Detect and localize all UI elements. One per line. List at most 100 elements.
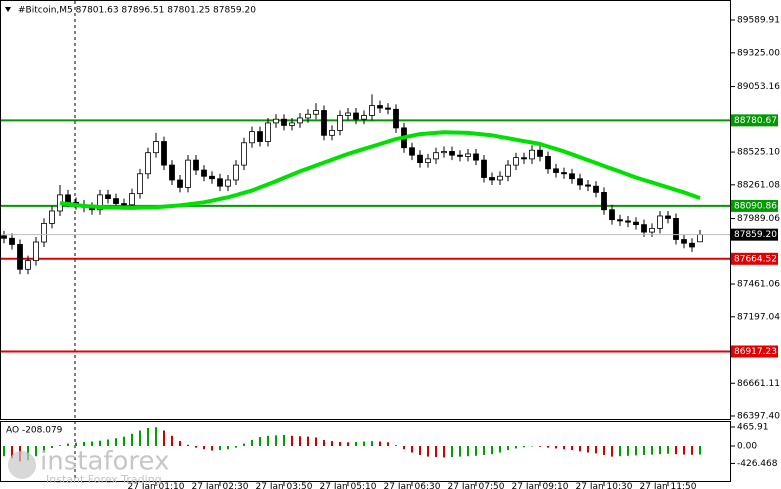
ao-bar [259, 437, 261, 446]
candle-body [25, 260, 31, 270]
ao-bar [179, 441, 181, 446]
ao-bar [163, 430, 165, 446]
candle-body [561, 172, 567, 175]
ao-bar [691, 446, 693, 455]
candle-body [129, 193, 135, 206]
ao-bar [155, 427, 157, 446]
x-tick-label: 27 Jan 11:50 [640, 482, 697, 489]
ao-bar [411, 446, 413, 453]
ao-bar [675, 446, 677, 455]
candle-body [97, 194, 103, 211]
ao-bar [35, 446, 37, 457]
ao-bar [331, 441, 333, 446]
level-tag-label: 86917.23 [734, 347, 777, 357]
level-tag-label: 87664.52 [734, 254, 777, 264]
x-tick-label: 27 Jan 03:50 [256, 482, 313, 489]
candle-body [137, 173, 143, 195]
ao-bar [555, 446, 557, 449]
candle-body [257, 131, 263, 142]
candle-body [273, 118, 279, 124]
candle-body [41, 222, 47, 243]
ao-bar [11, 446, 13, 459]
ao-bar [451, 446, 453, 458]
y-tick-label: 87989.06 [737, 214, 780, 224]
candle-body [673, 218, 679, 240]
title-arrow [5, 7, 11, 12]
ao-bar [83, 441, 85, 446]
ao-bar [227, 446, 229, 450]
candle-body [689, 242, 695, 248]
candle-body [665, 215, 671, 219]
y-tick-label: 88525.10 [737, 148, 780, 158]
moving-average [59, 130, 701, 210]
candle-body [209, 175, 215, 180]
y-tick-label: 89589.91 [737, 15, 780, 25]
candle-body [409, 147, 415, 156]
ao-bar [51, 446, 53, 449]
ao-bar [427, 446, 429, 457]
candle-body [385, 107, 391, 110]
candle-body [521, 157, 527, 160]
watermark: instaforex [40, 447, 169, 477]
candle-body [425, 158, 431, 164]
level-tag [731, 199, 778, 212]
y-tick-label: 88261.08 [737, 180, 780, 190]
ao-bar [139, 430, 141, 446]
ao-bar [419, 446, 421, 455]
ao-bar [3, 446, 5, 457]
ao-bar [491, 446, 493, 455]
level-tag [731, 114, 778, 127]
ao-bar [659, 446, 661, 455]
candle-body [305, 113, 311, 119]
ao-bar [211, 446, 213, 451]
ao-bar [315, 437, 317, 446]
ao-bar [187, 444, 189, 446]
ao-bar [67, 443, 69, 446]
candle-body [169, 164, 175, 181]
candle-body [361, 115, 367, 120]
candle-body [105, 194, 111, 199]
x-tick-label: 27 Jan 05:10 [320, 482, 377, 489]
ao-bar [307, 436, 309, 446]
ao-bar [507, 446, 509, 451]
candle-body [481, 159, 487, 178]
ao-bar [483, 446, 485, 455]
ao-bar [275, 435, 277, 446]
ao-bar [379, 441, 381, 446]
candle-body [145, 152, 151, 175]
candle-body [49, 210, 55, 224]
level-tag [731, 252, 778, 265]
candle-body [369, 105, 375, 116]
candle-body [609, 209, 615, 221]
main-pane [0, 0, 731, 420]
ao-bar [347, 442, 349, 446]
watermark-sub: Instant Forex Trading [46, 473, 162, 486]
candle-body [9, 237, 15, 245]
ao-bar [131, 433, 133, 446]
candle-body [321, 110, 327, 136]
ao-bar [267, 435, 269, 446]
candle-body [1, 235, 7, 239]
candle-body [417, 154, 423, 164]
candle-body [513, 157, 519, 166]
ao-bar [539, 446, 541, 447]
y-tick-label: 89325.00 [737, 48, 780, 58]
candle-body [121, 203, 127, 206]
candle-body [265, 122, 271, 142]
candle-body [33, 241, 39, 262]
x-tick-label: 27 Jan 01:10 [128, 482, 185, 489]
ao-bar [627, 446, 629, 456]
ao-bar [635, 446, 637, 456]
ao-bar [603, 446, 605, 455]
ao-bar [195, 446, 197, 448]
ao-bar [99, 440, 101, 446]
candle-body [249, 131, 255, 144]
ao-bar [147, 428, 149, 446]
ao-label: AO -208.079 [6, 426, 63, 436]
x-tick-label: 27 Jan 02:30 [192, 482, 249, 489]
ao-bar [515, 446, 517, 449]
x-tick-label: 27 Jan 10:30 [576, 482, 633, 489]
candle-body [457, 154, 463, 157]
candle-body [153, 141, 159, 154]
